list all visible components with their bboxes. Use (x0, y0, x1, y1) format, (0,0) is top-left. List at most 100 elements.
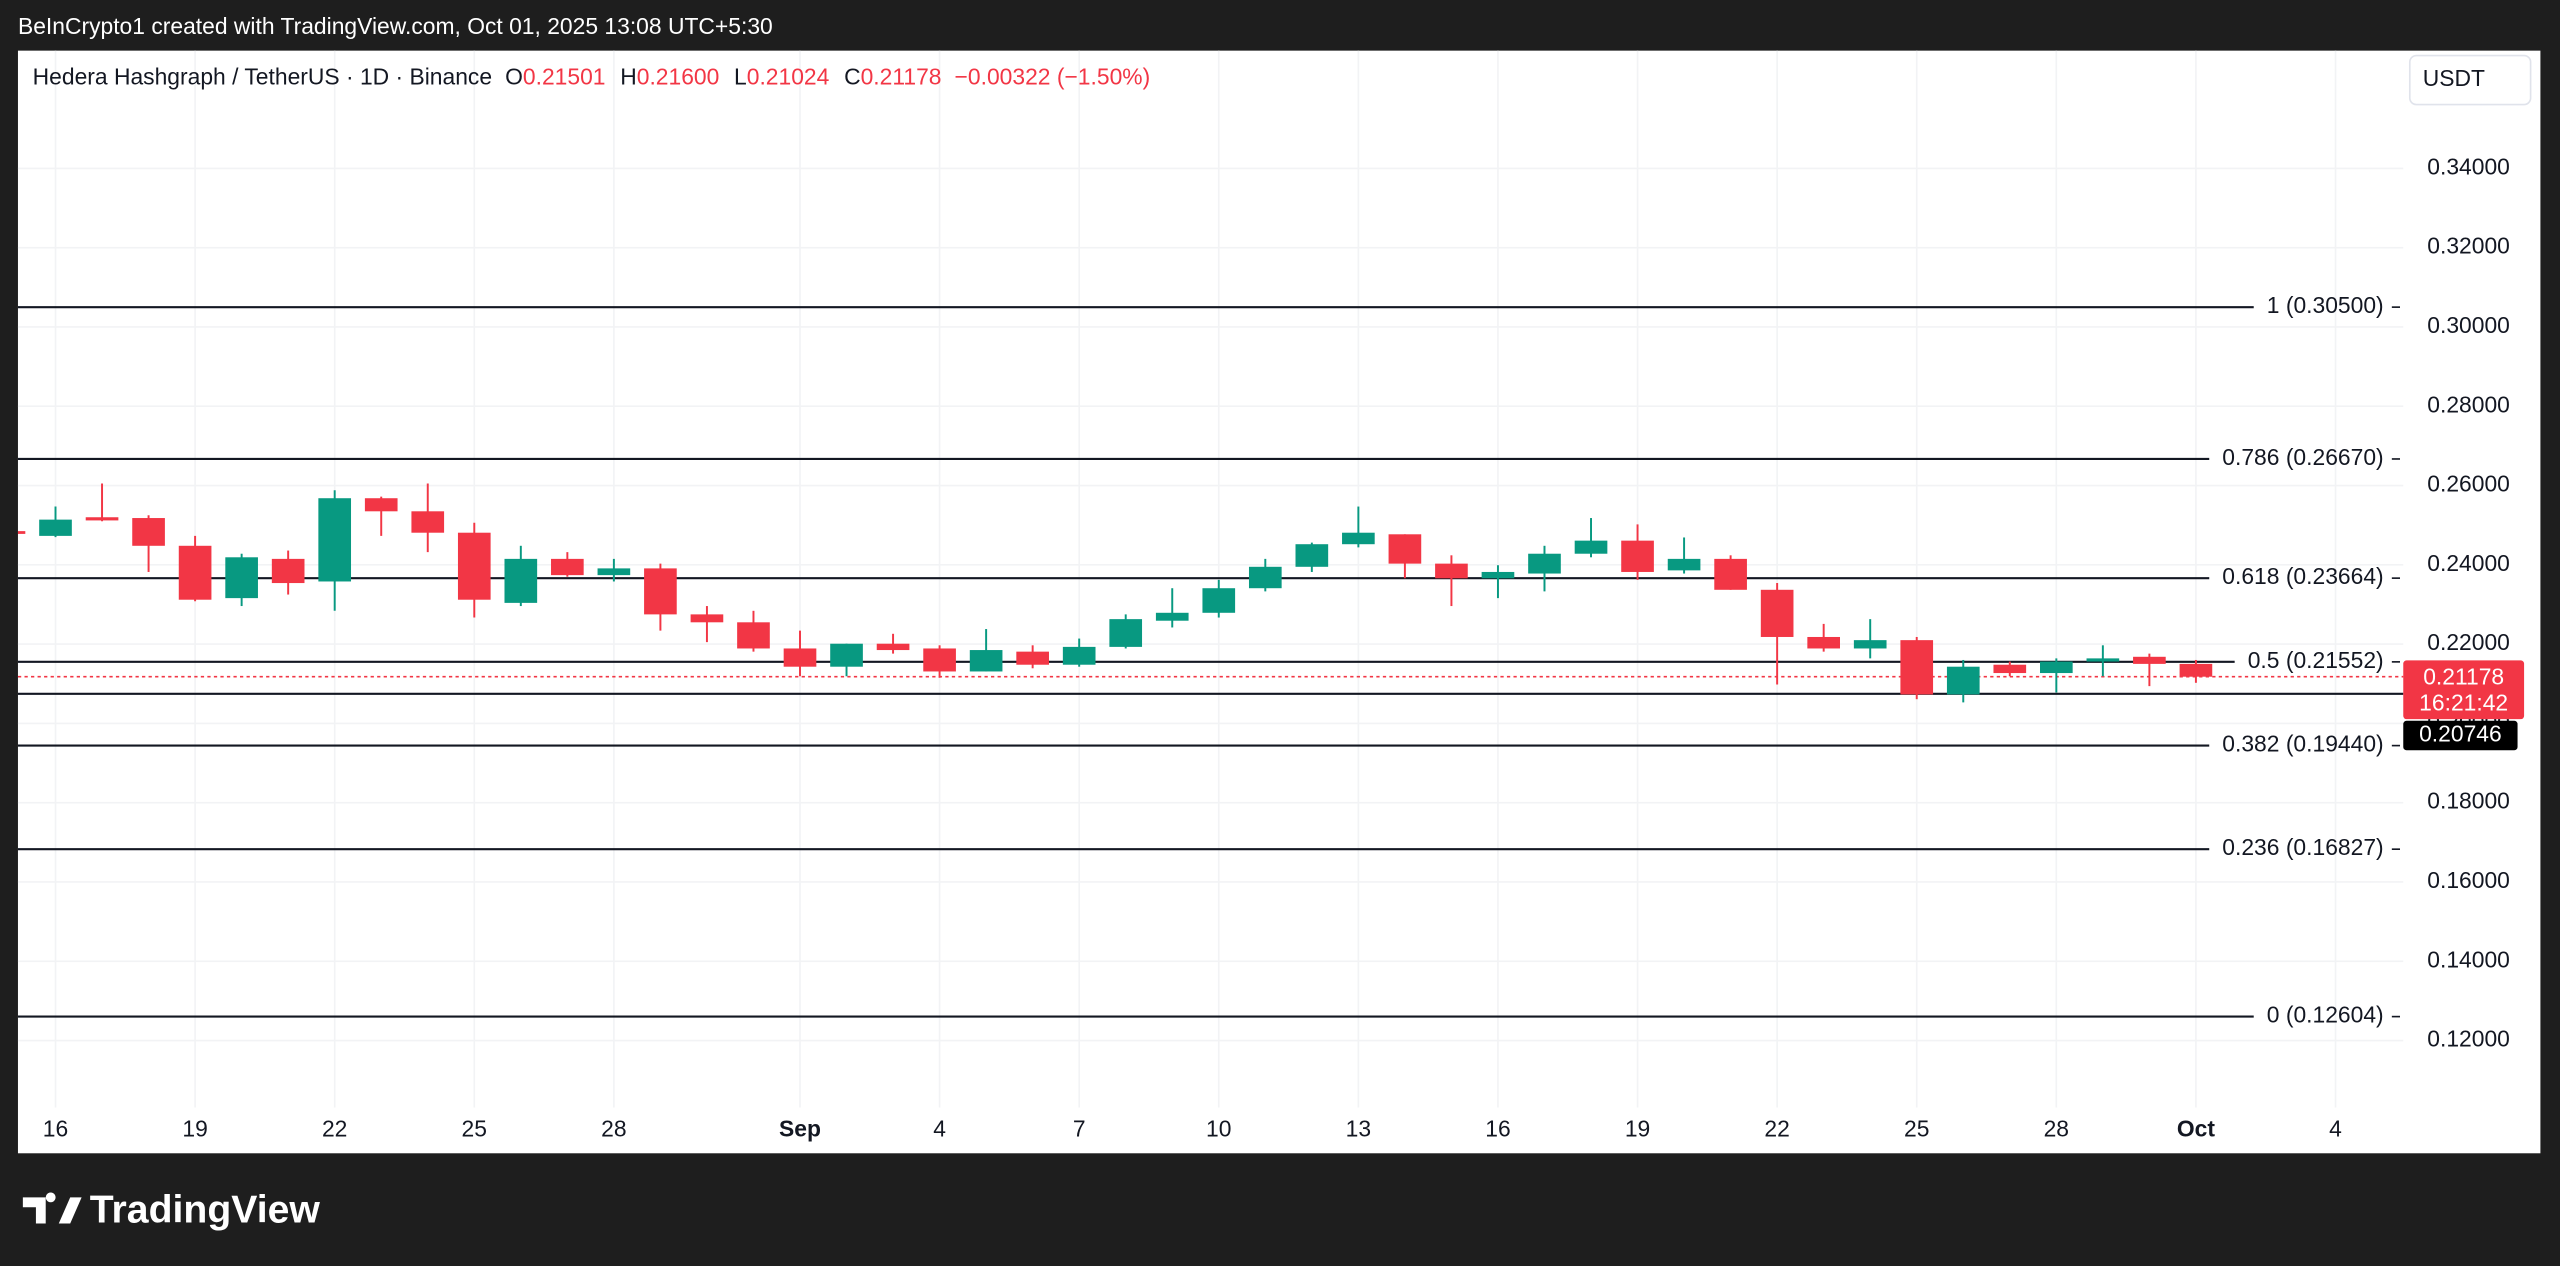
candle-body (923, 648, 956, 672)
candle-body (1714, 558, 1747, 590)
candle-body (690, 614, 724, 623)
candle-body (876, 643, 910, 651)
x-tick-label: 19 (1625, 1115, 1650, 1141)
x-tick-label: Sep (779, 1115, 821, 1141)
x-tick-label: 4 (933, 1115, 946, 1141)
y-tick-label: 0.22000 (2427, 629, 2510, 655)
candle-body (2179, 663, 2213, 677)
last-price-tag (2403, 660, 2525, 720)
candle-body (1248, 566, 1282, 589)
candle-body (1993, 664, 2027, 674)
candle-body (1342, 532, 1375, 545)
y-tick-label: 0.28000 (2427, 391, 2510, 417)
candle-body (17, 531, 26, 534)
candle-body (737, 622, 770, 649)
candle-body (830, 643, 863, 667)
ohlc-key: O (505, 63, 523, 89)
ohlc-value: 0.21178 (861, 63, 942, 89)
chart-pane (17, 50, 2541, 1154)
candle-body (644, 568, 677, 615)
credit: BeInCrypto1 created with TradingView.com… (18, 13, 773, 39)
candle-body (85, 517, 119, 521)
x-tick-label: 22 (1764, 1115, 1789, 1141)
candle-body (1295, 544, 1329, 567)
ohlc-value: 0.21600 (637, 63, 720, 89)
candle-body (1946, 666, 1980, 695)
ohlc-key: L (734, 63, 747, 89)
candle-body (2133, 656, 2166, 664)
candle-body (1155, 612, 1189, 621)
y-tick-label: 0.34000 (2427, 153, 2510, 179)
candle-body (1016, 651, 1049, 665)
marker-price-tag (2403, 720, 2518, 751)
x-tick-label: 25 (1904, 1115, 1929, 1141)
candle-body (318, 498, 352, 582)
axes: 0.120000.140000.160000.180000.200000.220… (43, 153, 2525, 1141)
fib-levels: 1 (0.30500) 0.786 (0.26670) 0.618 (0.23664… (17, 292, 2404, 1028)
candle-body (457, 532, 491, 600)
candle-body (1574, 540, 1608, 554)
candle-body (1202, 588, 1236, 613)
candle-body (1760, 589, 1794, 637)
symbol-legend: Hedera Hashgraph / TetherUS · 1D · Binan… (33, 63, 1151, 89)
y-tick-label: 0.30000 (2427, 312, 2510, 338)
ohlc-key: H (620, 63, 637, 89)
candle-body (1667, 558, 1701, 571)
candle-body (132, 518, 165, 546)
candle-body (225, 557, 258, 599)
candle-body (364, 498, 398, 512)
candle-body (2040, 661, 2073, 674)
y-tick-label: 0.12000 (2427, 1026, 2510, 1052)
y-tick-label: 0.16000 (2427, 867, 2510, 893)
candle-body (1528, 553, 1561, 574)
symbol-title: Hedera Hashgraph / TetherUS · 1D · Binan… (33, 63, 492, 89)
currency-box[interactable] (2408, 54, 2532, 106)
x-tick-label: 16 (1485, 1115, 1510, 1141)
candle-body (39, 519, 72, 536)
y-tick-label: 0.26000 (2427, 471, 2510, 497)
candle-body (969, 650, 1003, 672)
x-tick-label: 7 (1073, 1115, 1086, 1141)
x-tick-label: 28 (2044, 1115, 2069, 1141)
brand-logo (22, 1192, 82, 1224)
y-tick-label: 0.32000 (2427, 233, 2510, 259)
currency: USDT (2423, 65, 2485, 91)
candle-body (1900, 640, 1934, 695)
candle-body (2086, 658, 2120, 662)
level-label: 0.786 (0.26670) (2222, 444, 2383, 470)
y-tick-label: 0.24000 (2427, 550, 2510, 576)
candle-body (411, 511, 445, 533)
level-label: 1 (0.30500) (2267, 292, 2384, 318)
candle-body (1062, 646, 1096, 665)
ohlc-key: C (844, 63, 861, 89)
y-tick-label: 0.14000 (2427, 946, 2510, 972)
candle-body (597, 568, 631, 576)
x-tick-label: 28 (601, 1115, 626, 1141)
x-tick-label: 4 (2329, 1115, 2342, 1141)
candle-body (271, 558, 305, 584)
brand: TradingView (22, 1188, 321, 1231)
level-label: 0.618 (0.23664) (2222, 563, 2383, 589)
candle-body (1853, 640, 1887, 649)
countdown: 16:21:42 (2419, 689, 2508, 715)
candle-body (504, 558, 538, 603)
ohlc-value: 0.21501 (523, 63, 606, 89)
x-tick-label: 16 (43, 1115, 68, 1141)
level-label: 0 (0.12604) (2267, 1002, 2384, 1028)
candle-body (1481, 571, 1515, 579)
x-tick-label: 13 (1346, 1115, 1371, 1141)
level-label: 0.5 (0.21552) (2248, 647, 2384, 673)
y-tick-label: 0.18000 (2427, 788, 2510, 814)
ohlc-value: 0.21024 (747, 63, 830, 89)
marker-price: 0.20746 (2419, 721, 2502, 747)
candles (17, 483, 2213, 703)
candle-body (1435, 563, 1468, 579)
x-tick-label: 22 (322, 1115, 347, 1141)
brand-name: TradingView (90, 1188, 321, 1231)
candle-body (1807, 636, 1840, 649)
x-tick-label: 25 (462, 1115, 487, 1141)
x-tick-label: Oct (2177, 1115, 2215, 1141)
level-label: 0.236 (0.16827) (2222, 834, 2383, 860)
